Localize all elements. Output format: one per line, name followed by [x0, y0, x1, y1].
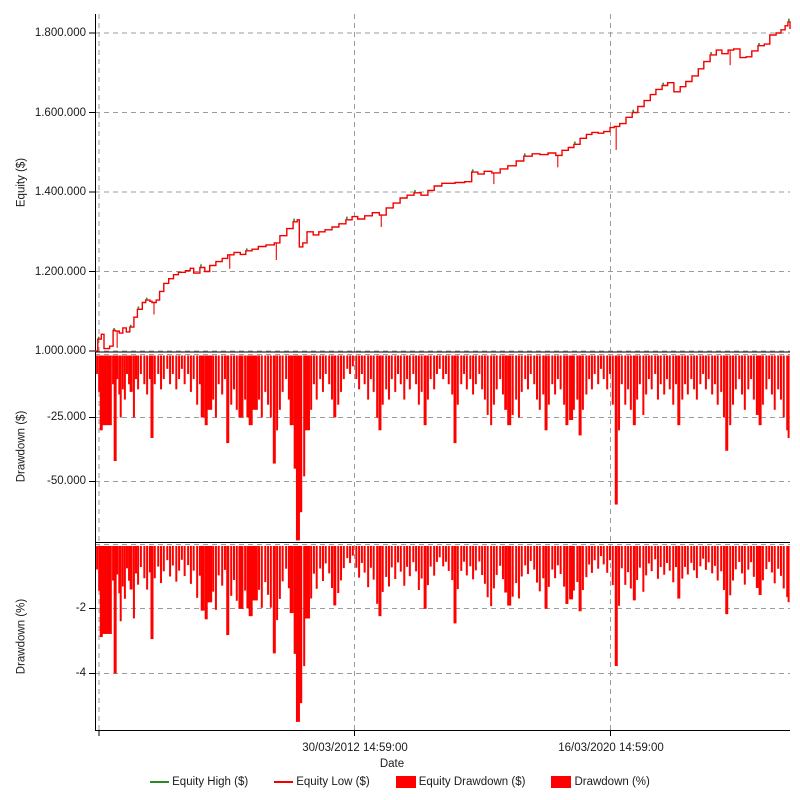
drawdown-usd-ytick: -50.000	[46, 475, 86, 487]
equity-ytick: 1.600.000	[34, 107, 86, 119]
drawdown-pct-ytick: -2	[75, 602, 86, 614]
legend-item-equity-low[interactable]: Equity Low ($)	[274, 776, 370, 788]
red-box-icon	[395, 776, 416, 788]
red-box-icon	[551, 776, 572, 788]
xtick-date-1: 30/03/2012 14:59:00	[302, 742, 408, 754]
gridlines	[95, 14, 790, 730]
legend-item-equity-drawdown[interactable]: Equity Drawdown ($)	[395, 776, 526, 788]
equity-low-spikes	[116, 50, 731, 348]
x-axis-title: Date	[379, 758, 405, 770]
legend-label: Equity Low ($)	[296, 776, 370, 788]
drawdown-usd-axis-title: Drawdown ($)	[15, 410, 28, 483]
equity-drawdown-bars	[96, 355, 790, 541]
equity-ytick: 1.000.000	[34, 345, 86, 357]
red-line-icon	[274, 781, 294, 783]
axes	[89, 14, 790, 736]
xtick-date-2: 16/03/2020 14:59:00	[558, 742, 664, 754]
equity-axis-title: Equity ($)	[15, 157, 28, 208]
legend-label: Equity Drawdown ($)	[418, 776, 526, 788]
equity-high-ticks	[97, 18, 790, 339]
drawdown-usd-ytick: -25.000	[46, 411, 86, 423]
drawdown-pct-axis-title: Drawdown (%)	[15, 598, 28, 675]
legend-label: Drawdown (%)	[574, 776, 650, 788]
drawdown-pct-bars	[96, 546, 790, 722]
legend-label: Equity High ($)	[172, 776, 249, 788]
green-line-icon	[150, 781, 170, 783]
equity-ytick: 1.200.000	[34, 266, 86, 278]
equity-ytick: 1.400.000	[34, 186, 86, 198]
legend-item-equity-high[interactable]: Equity High ($)	[150, 776, 248, 788]
legend-item-drawdown-pct[interactable]: Drawdown (%)	[551, 776, 650, 788]
drawdown-pct-ytick: -4	[75, 667, 86, 679]
equity-ytick: 1.800.000	[34, 27, 86, 39]
chart-legend: Equity High ($) Equity Low ($) Equity Dr…	[0, 776, 800, 788]
equity-low-line	[95, 21, 791, 352]
